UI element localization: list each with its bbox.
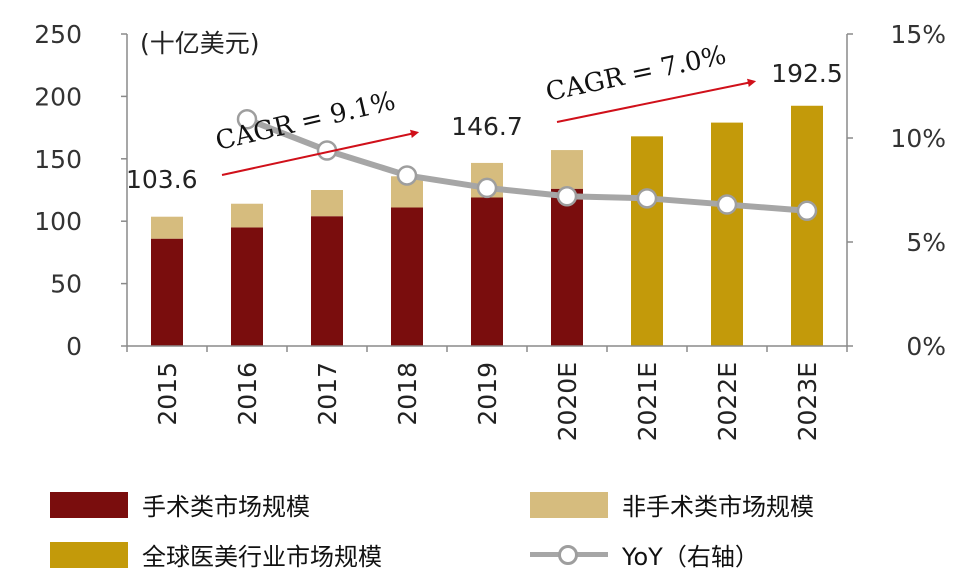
cagr-arrow-1 xyxy=(221,129,420,176)
market-size-chart: (十亿美元) 0 50 100 150 200 250 0% 5% 10% 15% 2015 20… xyxy=(34,20,946,441)
legend-label-surgical: 手术类市场规模 xyxy=(142,493,310,521)
legend-marker-yoy xyxy=(558,544,578,565)
data-label: 103.6 xyxy=(126,165,198,194)
legend-item-surgical: 手术类市场规模 xyxy=(50,487,310,522)
bar-surgical xyxy=(151,238,183,346)
right-tick-label: 0% xyxy=(906,332,946,361)
yoy-point xyxy=(396,165,418,186)
legend-item-yoy: YoY（右轴） xyxy=(530,537,759,572)
legend-swatch-nonsurgical xyxy=(530,491,608,518)
x-tick-label: 2023E xyxy=(793,362,822,441)
x-tick-label: 2020E xyxy=(553,362,582,441)
cagr-annotation-2: CAGR = 7.0% xyxy=(543,40,729,107)
legend-label-global: 全球医美行业市场规模 xyxy=(142,543,382,571)
left-tick-label: 250 xyxy=(34,20,82,49)
left-tick-label: 50 xyxy=(50,270,82,299)
x-tick-label: 2015 xyxy=(153,362,182,426)
left-tick-label: 100 xyxy=(34,207,82,236)
x-tick-label: 2017 xyxy=(313,362,342,426)
left-tick-label: 200 xyxy=(34,82,82,111)
bar-surgical xyxy=(471,197,503,346)
cagr-annotation-1: CAGR = 9.1% xyxy=(213,86,398,156)
legend-item-global: 全球医美行业市场规模 xyxy=(50,537,382,572)
yoy-point xyxy=(236,109,258,130)
x-tick-label: 2022E xyxy=(713,362,742,441)
data-label: 192.5 xyxy=(771,59,843,88)
data-label: 146.7 xyxy=(451,112,523,141)
left-tick-label: 150 xyxy=(34,145,82,174)
bar-global xyxy=(791,105,823,346)
unit-label: (十亿美元) xyxy=(140,29,260,58)
yoy-point xyxy=(716,194,738,215)
bar-surgical xyxy=(231,227,263,346)
bar-nonsurgical xyxy=(551,150,583,189)
bar-surgical xyxy=(391,207,423,346)
yoy-point xyxy=(796,200,818,222)
bar-global xyxy=(631,136,663,346)
left-tick-label: 0 xyxy=(66,332,82,361)
legend-swatch-surgical xyxy=(50,491,128,518)
legend-swatch-global xyxy=(50,541,128,568)
legend-label-yoy: YoY（右轴） xyxy=(622,543,759,571)
legend-swatch-yoy xyxy=(530,542,608,568)
yoy-point xyxy=(636,188,658,209)
right-tick-label: 5% xyxy=(906,228,946,257)
bar-surgical xyxy=(311,216,343,346)
x-tick-label: 2018 xyxy=(393,362,422,426)
bar-nonsurgical xyxy=(151,216,183,239)
bar-nonsurgical xyxy=(231,203,263,228)
right-tick-label: 15% xyxy=(890,20,946,49)
right-tick-label: 10% xyxy=(890,124,946,153)
yoy-point xyxy=(556,185,578,207)
x-tick-label: 2016 xyxy=(233,362,262,426)
cagr-arrow-2 xyxy=(556,78,757,123)
chart-legend: 手术类市场规模 非手术类市场规模 全球医美行业市场规模 YoY（右轴） xyxy=(0,480,960,580)
bar-surgical xyxy=(551,188,583,346)
x-tick-label: 2019 xyxy=(473,362,502,426)
bar-nonsurgical xyxy=(311,190,343,217)
yoy-series-line xyxy=(245,116,808,214)
x-tick-label: 2021E xyxy=(633,362,662,441)
bar-global xyxy=(711,122,743,346)
legend-item-nonsurgical: 非手术类市场规模 xyxy=(530,487,814,522)
legend-label-nonsurgical: 非手术类市场规模 xyxy=(622,493,814,521)
yoy-point xyxy=(476,177,498,199)
